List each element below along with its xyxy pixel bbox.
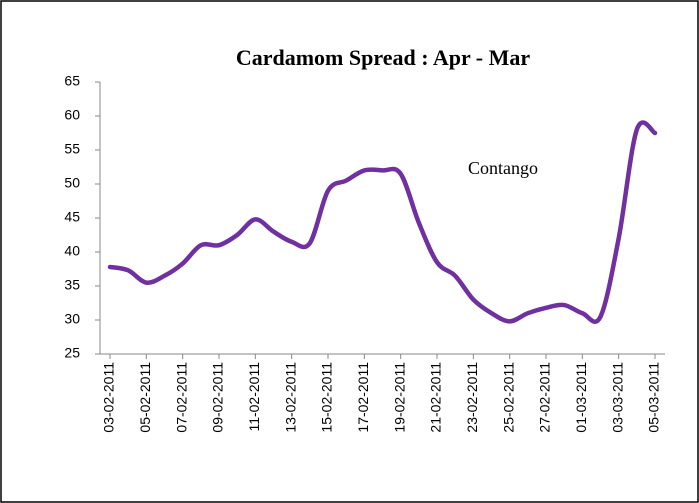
x-tick-label: 05-02-2011 (137, 362, 153, 433)
x-tick-label: 15-02-2011 (319, 362, 335, 433)
y-tick-label: 35 (64, 277, 80, 293)
line-series (107, 120, 658, 324)
x-tick-label: 25-02-2011 (500, 362, 516, 433)
x-tick-label: 17-02-2011 (355, 362, 371, 433)
x-tick-label: 03-03-2011 (609, 362, 625, 433)
x-tick-label: 05-03-2011 (646, 362, 662, 433)
y-tick-label: 65 (64, 73, 80, 89)
x-tick-label: 07-02-2011 (173, 362, 189, 433)
x-tick-label: 19-02-2011 (391, 362, 407, 433)
y-tick-label: 40 (64, 243, 80, 259)
x-tick-label: 27-02-2011 (537, 362, 553, 433)
y-tick-label: 55 (64, 141, 80, 157)
chart-title: Cardamom Spread : Apr - Mar (236, 45, 531, 70)
y-tick-label: 25 (64, 345, 80, 361)
y-tick-label: 45 (64, 209, 80, 225)
x-tick-label: 03-02-2011 (101, 362, 117, 433)
x-tick-label: 13-02-2011 (282, 362, 298, 433)
x-tick-label: 23-02-2011 (464, 362, 480, 433)
x-tick-label: 21-02-2011 (428, 362, 444, 433)
y-tick-label: 50 (64, 175, 80, 191)
x-tick-label: 09-02-2011 (210, 362, 226, 433)
annotation: Contango (468, 158, 538, 178)
y-tick-label: 60 (64, 107, 80, 123)
y-tick-label: 30 (64, 311, 80, 327)
x-tick-label: 11-02-2011 (246, 362, 262, 432)
x-tick-label: 01-03-2011 (573, 362, 589, 433)
